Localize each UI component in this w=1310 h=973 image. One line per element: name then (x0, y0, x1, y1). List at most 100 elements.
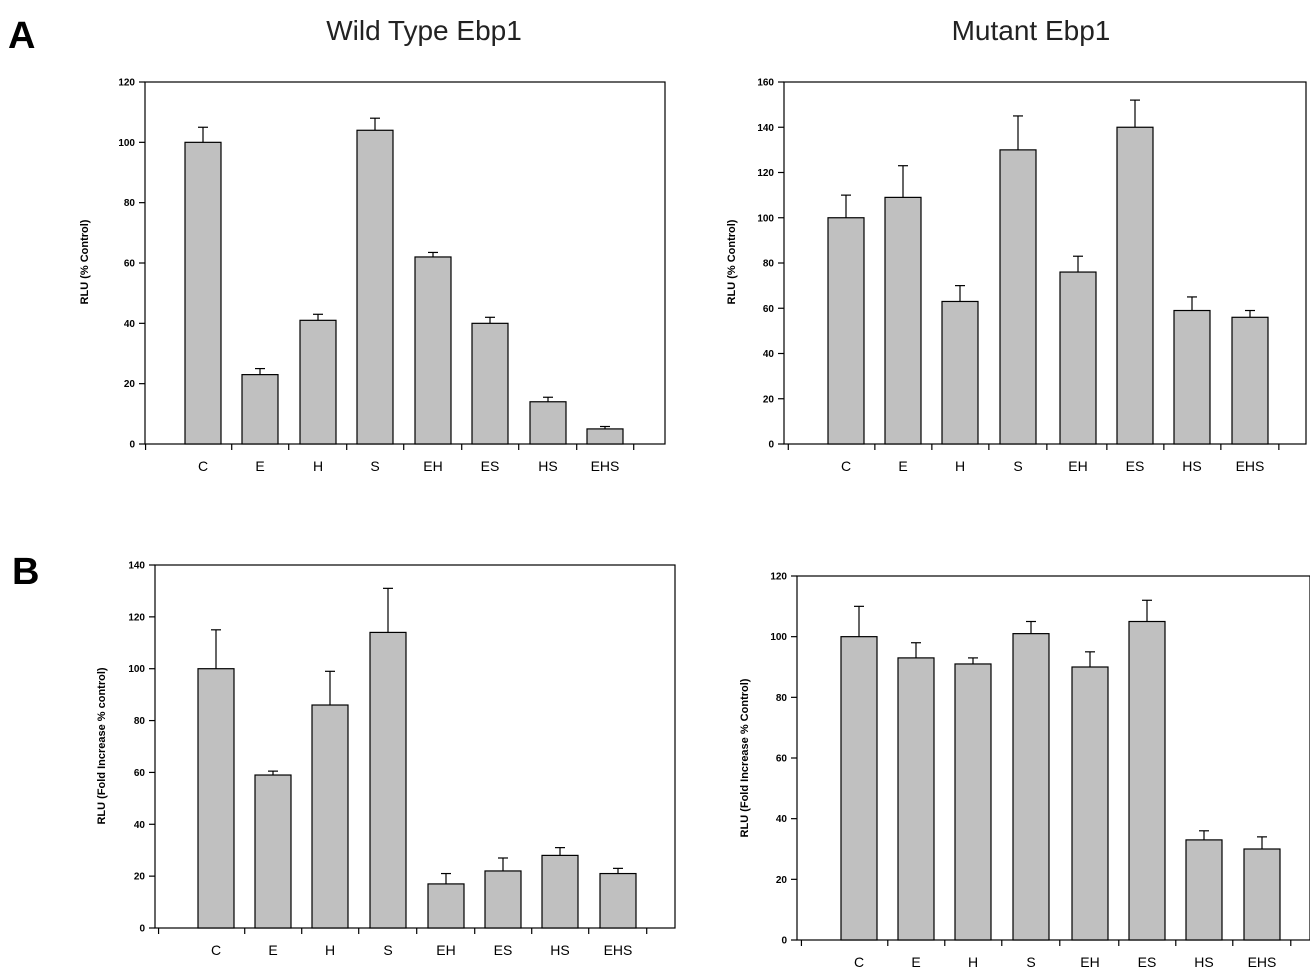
bar-h (941, 300, 979, 445)
col-title-wild-type: Wild Type Ebp1 (326, 15, 522, 46)
y-tick-label: 120 (118, 78, 135, 89)
x-tick-label: S (370, 458, 379, 474)
x-tick-label: HS (1182, 458, 1201, 474)
x-tick-label: HS (550, 942, 569, 958)
x-tick-label: C (841, 458, 851, 474)
y-tick-label: 160 (757, 78, 774, 89)
y-axis-label: RLU (% Control) (79, 219, 91, 304)
y-tick-label: 120 (770, 572, 787, 583)
bar-s (999, 149, 1037, 445)
y-tick-label: 120 (757, 168, 774, 179)
x-tick-label: HS (538, 458, 557, 474)
y-axis-label: RLU (Fold Increase % Control) (739, 678, 751, 837)
y-tick-label: 140 (757, 123, 774, 134)
y-tick-label: 100 (128, 664, 145, 675)
bar-ehs (1231, 316, 1269, 445)
y-axis-label: RLU (Fold Increase % control) (96, 667, 108, 824)
x-tick-label: ES (1126, 458, 1145, 474)
x-tick-label: EH (423, 458, 442, 474)
y-tick-label: 80 (763, 259, 775, 270)
y-tick-label: 100 (770, 632, 787, 643)
bar-es (1128, 620, 1166, 941)
panel-b-letter: B (12, 551, 39, 593)
y-tick-label: 20 (124, 379, 136, 390)
panel-a-letter: A (8, 15, 35, 57)
y-tick-label: 40 (124, 319, 136, 330)
plot-frame (144, 81, 666, 445)
x-tick-label: ES (494, 942, 513, 958)
x-tick-label: H (968, 954, 978, 970)
col-title-mutant: Mutant Ebp1 (952, 15, 1111, 46)
bar-eh (1059, 271, 1097, 445)
x-tick-label: S (1013, 458, 1022, 474)
y-tick-label: 20 (763, 394, 775, 405)
bar-e (254, 774, 292, 929)
bar-eh (427, 883, 465, 929)
bar-e (884, 196, 922, 445)
bar-c (840, 636, 878, 941)
x-tick-label: EHS (1248, 954, 1277, 970)
x-tick-label: EH (1080, 954, 1099, 970)
x-tick-label: EHS (604, 942, 633, 958)
x-tick-label: ES (1138, 954, 1157, 970)
y-tick-label: 80 (776, 693, 788, 704)
bar-ehs (586, 428, 624, 445)
y-tick-label: 20 (134, 872, 146, 883)
y-tick-label: 0 (781, 936, 787, 947)
plot-frame (154, 564, 676, 929)
x-tick-label: E (911, 954, 920, 970)
x-tick-label: E (898, 458, 907, 474)
bar-s (369, 631, 407, 929)
y-tick-label: 60 (134, 768, 146, 779)
bar-e (897, 657, 935, 941)
bar-e (241, 374, 279, 445)
bar-h (299, 319, 337, 445)
bar-c (184, 141, 222, 445)
x-tick-label: EHS (591, 458, 620, 474)
x-tick-label: C (854, 954, 864, 970)
x-tick-label: EHS (1236, 458, 1265, 474)
x-tick-label: EH (1068, 458, 1087, 474)
y-tick-label: 40 (134, 820, 146, 831)
bar-h (954, 663, 992, 941)
x-tick-label: E (255, 458, 264, 474)
x-tick-label: S (383, 942, 392, 958)
y-tick-label: 0 (139, 924, 145, 935)
bar-es (471, 322, 509, 445)
y-tick-label: 60 (124, 259, 136, 270)
y-tick-label: 60 (763, 304, 775, 315)
bar-ehs (599, 872, 637, 929)
bar-es (1116, 126, 1154, 445)
y-tick-label: 40 (763, 349, 775, 360)
y-tick-label: 20 (776, 875, 788, 886)
y-tick-label: 120 (128, 612, 145, 623)
x-tick-label: HS (1194, 954, 1213, 970)
y-tick-label: 0 (768, 440, 774, 451)
bar-c (827, 217, 865, 445)
x-tick-label: EH (436, 942, 455, 958)
bar-hs (529, 401, 567, 445)
y-tick-label: 100 (757, 213, 774, 224)
bar-c (197, 668, 235, 929)
bar-eh (414, 256, 452, 445)
bar-ehs (1243, 848, 1281, 941)
x-tick-label: E (268, 942, 277, 958)
y-tick-label: 40 (776, 814, 788, 825)
y-tick-label: 0 (129, 440, 135, 451)
bar-eh (1071, 666, 1109, 941)
y-tick-label: 80 (124, 198, 136, 209)
x-tick-label: S (1026, 954, 1035, 970)
bar-s (1012, 633, 1050, 941)
x-tick-label: C (198, 458, 208, 474)
x-tick-label: H (955, 458, 965, 474)
x-tick-label: H (325, 942, 335, 958)
bar-hs (1173, 309, 1211, 445)
x-tick-label: C (211, 942, 221, 958)
y-tick-label: 140 (128, 561, 145, 572)
bar-s (356, 129, 394, 445)
